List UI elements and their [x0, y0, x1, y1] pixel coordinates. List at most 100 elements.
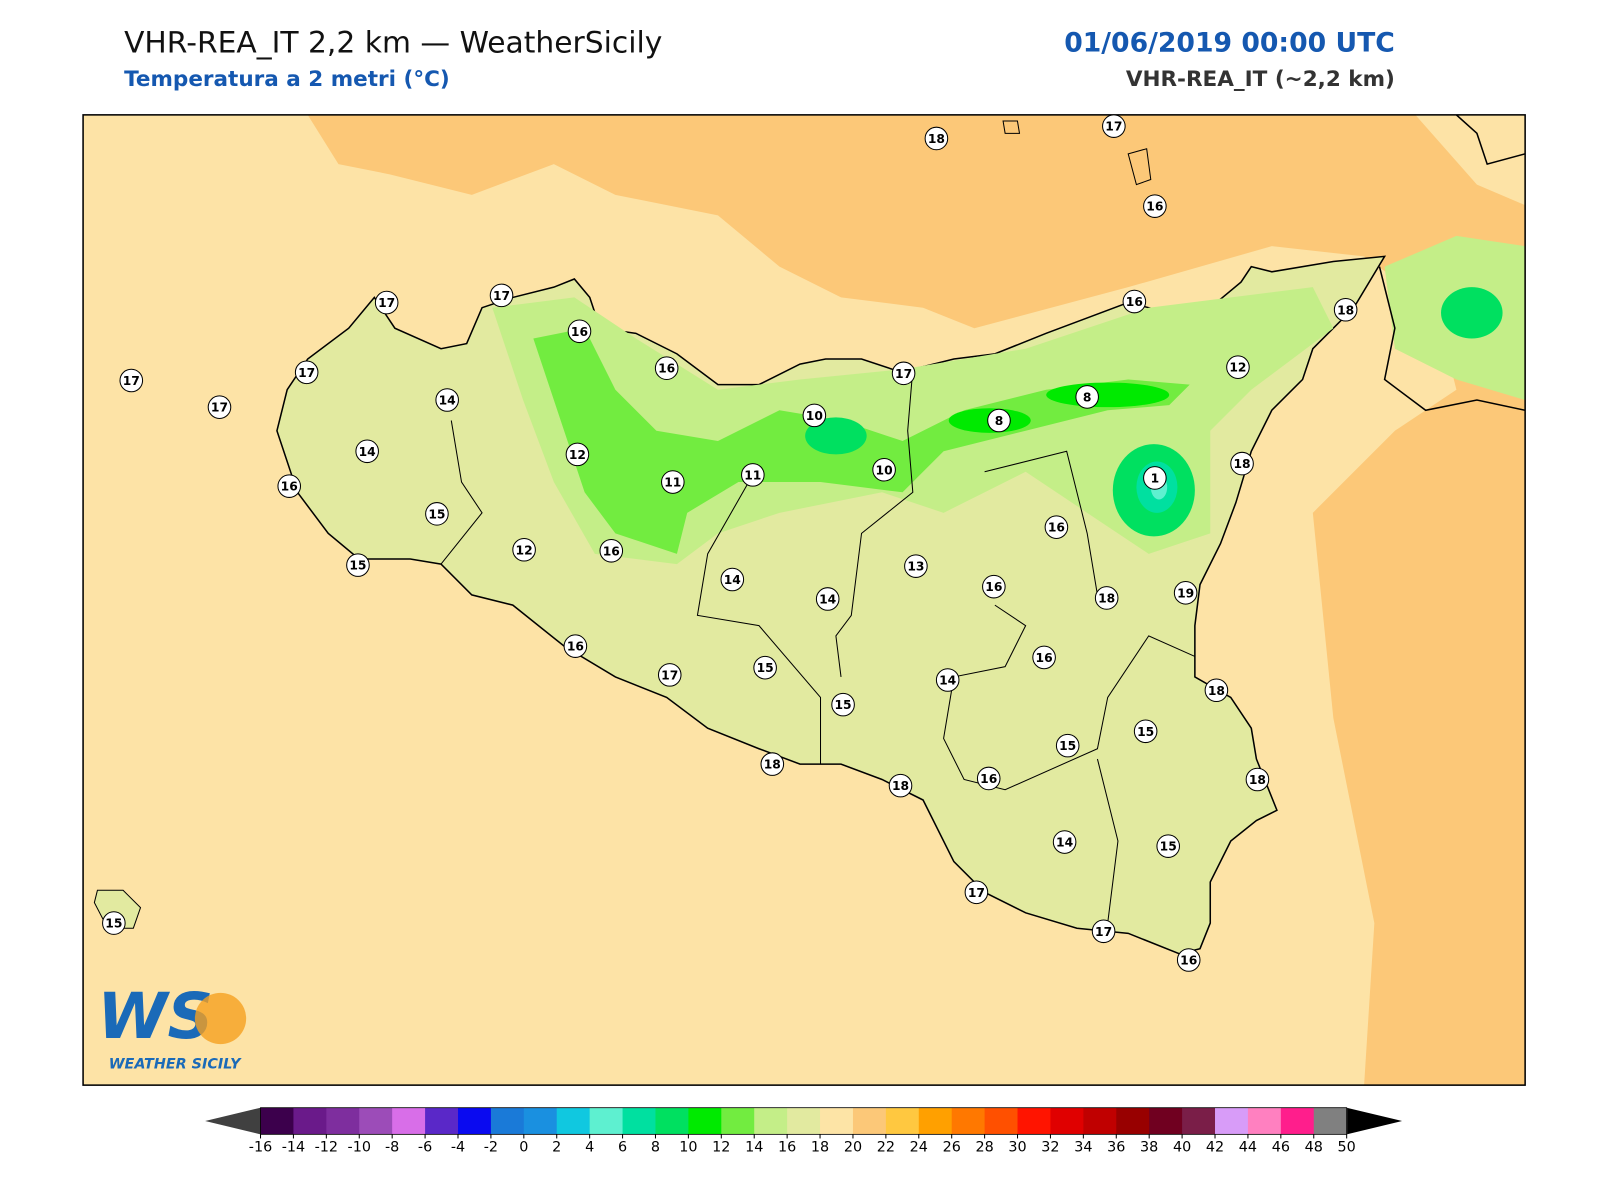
- colorbar-swatch: [1149, 1107, 1183, 1135]
- colorbar-tick-label: -10: [348, 1140, 371, 1156]
- title: VHR-REA_IT 2,2 km — WeatherSicily: [124, 26, 662, 61]
- station-marker: [741, 463, 765, 487]
- station-marker: [888, 773, 913, 798]
- colorbar-tick-label: 30: [1008, 1140, 1026, 1156]
- station-value: 12: [1229, 361, 1246, 375]
- station-marker: [1245, 767, 1270, 792]
- station-marker: [1032, 645, 1056, 670]
- colorbar-frame: [260, 1107, 1348, 1135]
- model: VHR-REA_IT (~2,2 km): [1126, 67, 1395, 92]
- colorbar-swatch: [1313, 1107, 1348, 1135]
- station-value: 16: [571, 325, 588, 339]
- station-value: 18: [764, 758, 781, 772]
- station-value: 17: [378, 296, 395, 310]
- station-value: 18: [892, 779, 909, 793]
- colorbar-swatch: [1247, 1107, 1282, 1135]
- colorbar-swatch: [688, 1107, 722, 1135]
- station-marker: [599, 538, 624, 563]
- colorbar-swatch: [523, 1107, 558, 1135]
- field: [1441, 287, 1503, 339]
- colorbar-tick-label: 8: [651, 1140, 660, 1156]
- colorbar-tick-label: 50: [1338, 1140, 1356, 1156]
- colorbar-swatch: [457, 1107, 492, 1135]
- colorbar-tick-label: 18: [811, 1140, 829, 1156]
- station-value: 11: [664, 476, 681, 490]
- colorbar: -16 -14 -12 -10 -8 -6 -4 -2 0 2 4 6 8 10 12 14 16 18 20 22 2…: [205, 1107, 1403, 1156]
- island: [1002, 120, 1152, 186]
- station-value: 18: [1249, 773, 1266, 787]
- cold-zone: [1046, 382, 1170, 408]
- colorbar-swatch: [359, 1107, 393, 1135]
- station-marker: [831, 692, 855, 717]
- map-frame: [82, 114, 1526, 1086]
- colorbar-swatch: [1215, 1107, 1249, 1135]
- logo-mark: WS: [97, 979, 213, 1053]
- station-value: 15: [1137, 725, 1154, 739]
- coast: [1378, 266, 1526, 412]
- station-value: 14: [724, 573, 741, 587]
- colorbar-swatch: [293, 1107, 327, 1135]
- station-marker: [355, 439, 379, 464]
- colorbar-tick-label: 24: [910, 1140, 928, 1156]
- station-value: 17: [968, 886, 985, 900]
- station-value: 16: [1180, 954, 1197, 968]
- station-marker: [891, 361, 916, 386]
- station-marker: [815, 587, 840, 611]
- station-value: 8: [995, 414, 1004, 428]
- station-marker: [294, 360, 319, 385]
- colorbar-swatch: [490, 1107, 525, 1135]
- colorbar-swatch: [1280, 1107, 1315, 1135]
- station-value: 19: [1177, 586, 1194, 600]
- station-marker: [512, 537, 536, 562]
- station-marker: [1333, 297, 1358, 322]
- colorbar-swatch: [425, 1107, 459, 1135]
- station-marker: [661, 470, 685, 494]
- logo-sun: [194, 992, 247, 1045]
- station-marker: [924, 126, 949, 151]
- station-value: 18: [1208, 684, 1225, 698]
- station-value: 16: [985, 580, 1002, 594]
- station-value: 15: [1160, 840, 1177, 854]
- colorbar-tick-label: -2: [484, 1140, 498, 1156]
- logo-name: WEATHER SICILY: [109, 1057, 242, 1073]
- station-marker: [720, 567, 745, 592]
- station-marker: [1230, 451, 1254, 476]
- station-marker: [1226, 355, 1250, 379]
- station-value: 16: [1036, 651, 1053, 665]
- colorbar-swatch: [1050, 1107, 1084, 1135]
- colorbar-tick-label: 6: [618, 1140, 627, 1156]
- colorbar-swatch: [1182, 1107, 1216, 1135]
- station-marker: [1044, 515, 1069, 539]
- colorbar-tick-label: -12: [315, 1140, 338, 1156]
- station-value: 16: [658, 362, 675, 376]
- station-marker: [1091, 919, 1116, 944]
- station-value: 14: [819, 593, 836, 607]
- station-value: 13: [907, 560, 924, 574]
- station-value: 14: [439, 394, 456, 408]
- colorbar-tick-label: 42: [1206, 1140, 1224, 1156]
- station-value: 15: [1059, 739, 1076, 753]
- colorbar-swatch: [918, 1107, 953, 1135]
- station-value: 17: [211, 401, 228, 415]
- station-marker: [207, 395, 232, 419]
- colorbar-swatch: [852, 1107, 887, 1135]
- colorbar-tick-label: 34: [1074, 1140, 1092, 1156]
- colorbar-tick-label: -6: [418, 1140, 432, 1156]
- colorbar-tick-label: -8: [385, 1140, 399, 1156]
- station-value: 16: [980, 772, 997, 786]
- station-marker: [565, 442, 590, 467]
- colorbar-tick-label: 26: [943, 1140, 961, 1156]
- colorbar-tick-label: 20: [844, 1140, 862, 1156]
- colorbar-swatch: [1017, 1107, 1051, 1135]
- station-marker: [346, 553, 370, 577]
- station-value: 15: [835, 698, 852, 712]
- station-value: 14: [1056, 836, 1073, 850]
- station-value: 8: [1083, 390, 1092, 404]
- colorbar-tick-label: -16: [249, 1140, 272, 1156]
- colorbar-tick-label: 2: [552, 1140, 561, 1156]
- station-value: 16: [1048, 521, 1065, 535]
- station-marker: [872, 457, 896, 482]
